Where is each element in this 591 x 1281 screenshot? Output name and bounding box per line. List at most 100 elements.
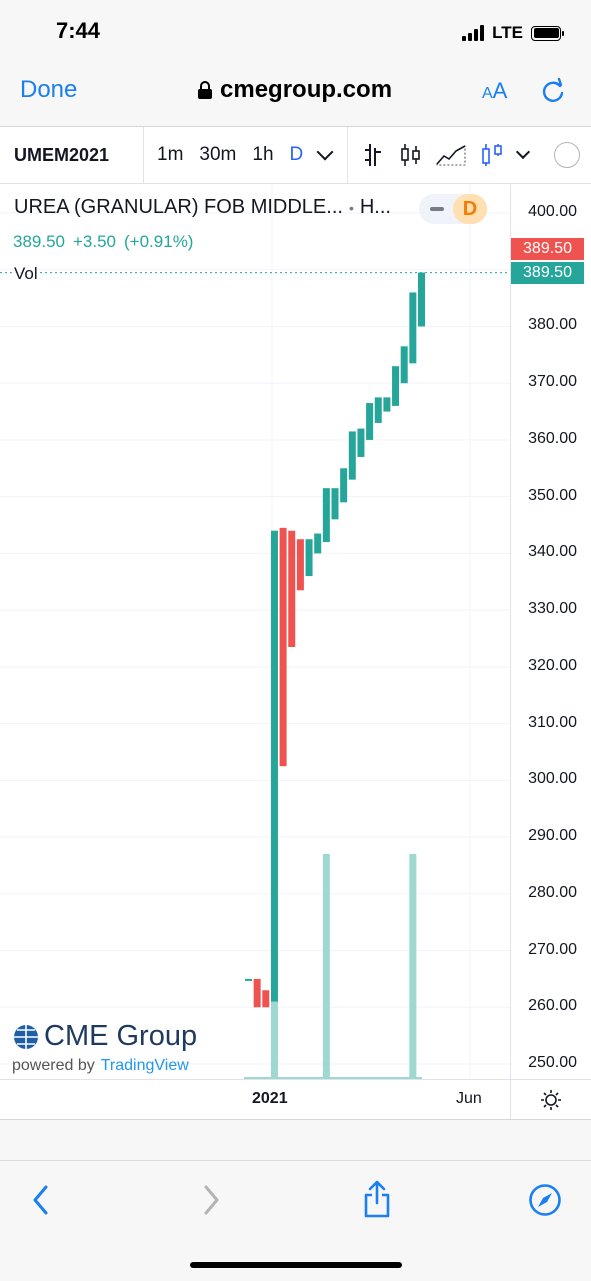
status-time: 7:44: [56, 18, 101, 43]
candle: [383, 397, 391, 412]
back-icon[interactable]: [30, 1183, 52, 1217]
candle: [374, 397, 382, 423]
home-indicator: [190, 1262, 402, 1268]
chevron-down-icon[interactable]: [515, 144, 531, 160]
interval-d[interactable]: D: [289, 144, 304, 165]
candle: [409, 292, 417, 364]
add-indicator-icon[interactable]: [554, 142, 580, 168]
candle: [331, 488, 339, 520]
candle: [366, 403, 374, 440]
candle: [418, 272, 425, 327]
heikin-ashi-icon[interactable]: [480, 142, 504, 168]
price-tick-label: 400.00: [528, 203, 577, 220]
status-indicators: LTE: [462, 22, 564, 44]
share-icon[interactable]: [362, 1179, 392, 1219]
price-tick-label: 260.00: [528, 997, 577, 1015]
collapse-icon[interactable]: [430, 207, 444, 211]
price-tick-label: 310.00: [528, 713, 577, 731]
chart-pane[interactable]: UREA (GRANULAR) FOB MIDDLE... • H... D 389…: [0, 184, 510, 1079]
candle: [270, 530, 278, 1002]
price-tick-label: 250.00: [528, 1054, 577, 1071]
cme-brand: CME Group: [44, 1020, 198, 1052]
interval-1h[interactable]: 1h: [252, 144, 274, 165]
text-size-button[interactable]: AA: [482, 78, 507, 104]
chart-widget: UMEM2021 1m 30m 1h D: [0, 126, 591, 1120]
price-tick-label: 370.00: [528, 373, 577, 391]
time-scale[interactable]: 2021 Jun: [0, 1079, 510, 1119]
legend-change: +3.50: [73, 232, 117, 251]
time-label-jun: Jun: [456, 1090, 482, 1107]
settings-gear-icon[interactable]: [539, 1088, 563, 1112]
price-tick-label: 360.00: [528, 429, 577, 447]
chart-toolbar: UMEM2021 1m 30m 1h D: [0, 127, 591, 184]
candle: [253, 978, 261, 1008]
bar-chart-icon[interactable]: [362, 142, 386, 168]
legend-price: 389.50: [13, 232, 65, 251]
cme-globe-icon: [14, 1024, 38, 1049]
price-tick-label: 330.00: [528, 600, 577, 618]
time-label-2021: 2021: [252, 1090, 288, 1107]
candle: [322, 488, 330, 543]
candle: [296, 539, 304, 591]
legend-toggle[interactable]: D: [419, 194, 487, 224]
volume-label: Vol: [14, 264, 38, 284]
candle: [279, 527, 287, 767]
candle: [340, 468, 348, 503]
tradingview-link[interactable]: TradingView: [100, 1057, 189, 1074]
area-chart-icon[interactable]: [436, 144, 466, 166]
symbol-description: UREA (GRANULAR) FOB MIDDLE...: [14, 196, 343, 218]
interval-1m[interactable]: 1m: [157, 144, 184, 165]
candle: [400, 346, 408, 384]
chevron-down-icon[interactable]: [316, 143, 334, 161]
interval-badge: D: [453, 194, 487, 224]
legend-title: UREA (GRANULAR) FOB MIDDLE... • H...: [14, 196, 391, 218]
interval-30m[interactable]: 30m: [199, 144, 237, 165]
lock-icon: [198, 81, 212, 99]
price-tick-label: 350.00: [528, 486, 577, 504]
price-tick-label: 270.00: [528, 940, 577, 958]
candle: [305, 539, 313, 577]
price-tick-label: 320.00: [528, 656, 577, 674]
chart-settings[interactable]: [510, 1079, 591, 1119]
done-button[interactable]: Done: [20, 76, 78, 103]
compass-icon[interactable]: [528, 1183, 562, 1217]
volume-bar: [322, 854, 330, 1078]
price-tick-label: 340.00: [528, 543, 577, 561]
text-size-large-a: A: [492, 78, 508, 103]
cme-logo[interactable]: CME Group powered by TradingView: [12, 1020, 197, 1075]
price-tick-label: 280.00: [528, 883, 577, 901]
high-price-tag: 389.50: [511, 237, 584, 260]
exchange-short: H...: [359, 196, 391, 218]
symbol-search-button[interactable]: UMEM2021: [0, 127, 144, 183]
chart-type-buttons: [348, 127, 580, 183]
candle: [262, 990, 270, 1008]
browser-bar: Done cmegroup.com AA: [0, 62, 591, 124]
price-chart: [0, 184, 510, 1079]
battery-icon: [531, 25, 564, 41]
forward-icon[interactable]: [200, 1183, 222, 1217]
candle: [288, 530, 296, 648]
candle: [357, 428, 365, 457]
legend-values: 389.50 +3.50 (+0.91%): [13, 232, 201, 252]
volume-bar: [270, 999, 278, 1078]
signal-icon: [462, 25, 485, 41]
candle: [392, 366, 400, 406]
candle: [245, 978, 252, 981]
interval-selector: 1m 30m 1h D: [144, 127, 348, 183]
browser-toolbar: [0, 1160, 591, 1281]
price-scale[interactable]: 400.00390.00380.00370.00360.00350.00340.…: [510, 184, 591, 1079]
network-type: LTE: [492, 23, 523, 42]
price-tick-label: 300.00: [528, 770, 577, 788]
price-tick-label: 290.00: [528, 827, 577, 845]
candles-icon[interactable]: [400, 142, 422, 168]
legend-change-pct: (+0.91%): [124, 232, 194, 251]
text-size-small-a: A: [482, 85, 493, 102]
reload-icon[interactable]: [540, 78, 566, 104]
address-bar[interactable]: cmegroup.com: [198, 76, 392, 104]
status-bar: 7:44 LTE: [0, 0, 591, 62]
price-tick-label: 380.00: [528, 316, 577, 334]
volume-bar: [409, 854, 417, 1078]
last-price-tag: 389.50: [511, 261, 584, 284]
powered-by-text: powered by: [12, 1057, 95, 1074]
domain-text: cmegroup.com: [220, 76, 393, 103]
